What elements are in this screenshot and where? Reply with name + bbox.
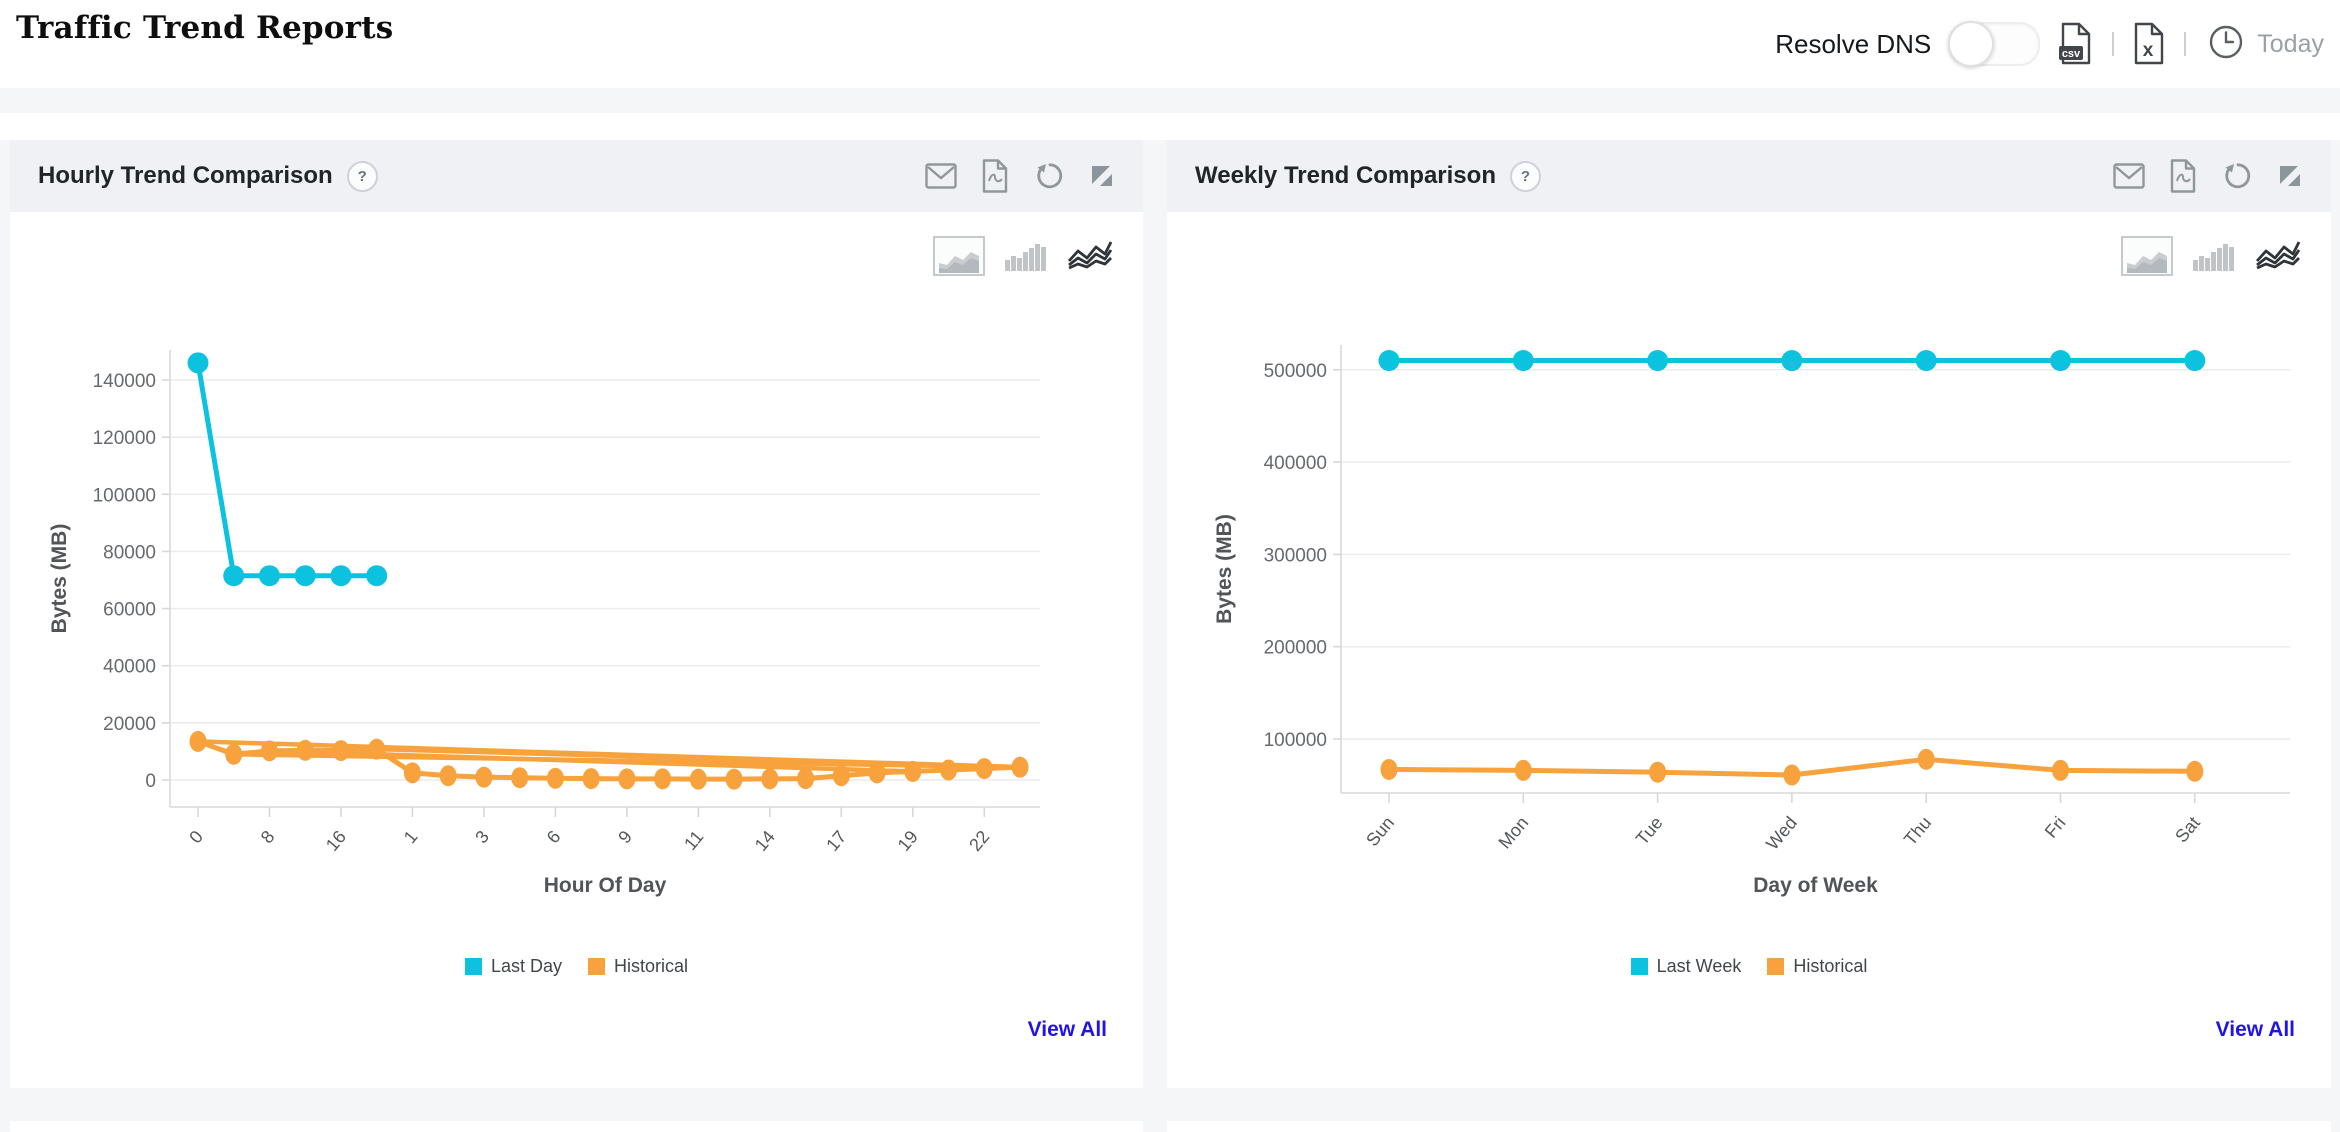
hourly-trend-panel: Hourly Trend Comparison ? (10, 140, 1143, 1088)
svg-text:3: 3 (471, 827, 493, 848)
svg-text:400000: 400000 (1264, 453, 1327, 474)
legend-item[interactable]: Historical (1767, 956, 1867, 977)
chart-legend: Last Day Historical (10, 956, 1143, 977)
panel-actions (2113, 159, 2303, 193)
legend-label: Historical (614, 956, 689, 976)
content-top-strip (0, 113, 2340, 140)
svg-text:40000: 40000 (103, 657, 156, 678)
legend-swatch (1767, 958, 1785, 975)
svg-text:11: 11 (680, 827, 707, 854)
separator (2184, 32, 2187, 56)
svg-text:Day of Week: Day of Week (1753, 874, 1878, 897)
page-header: Traffic Trend Reports Resolve DNS csv (0, 0, 2340, 89)
email-icon[interactable] (925, 163, 957, 189)
refresh-icon[interactable] (1033, 160, 1065, 192)
svg-text:Bytes (MB): Bytes (MB) (1213, 514, 1236, 624)
view-all-link[interactable]: View All (1027, 1018, 1107, 1041)
expand-icon[interactable] (2277, 163, 2303, 189)
line-chart-icon[interactable] (2255, 237, 2301, 276)
svg-text:0: 0 (145, 771, 156, 792)
time-period-selector[interactable]: Today (2203, 19, 2324, 70)
legend-item[interactable]: Historical (588, 956, 688, 977)
view-all-link[interactable]: View All (2215, 1018, 2295, 1041)
email-icon[interactable] (2113, 163, 2145, 189)
legend-label: Last Day (490, 956, 563, 976)
svg-text:Sat: Sat (2171, 813, 2204, 847)
svg-text:Bytes (MB): Bytes (MB) (48, 524, 71, 634)
legend-item[interactable]: Last Day (464, 956, 563, 977)
period-label: Today (2257, 29, 2324, 58)
svg-text:300000: 300000 (1264, 545, 1327, 566)
svg-text:120000: 120000 (93, 428, 156, 449)
pdf-export-icon[interactable] (2169, 159, 2197, 193)
legend-label: Last Week (1656, 956, 1742, 976)
help-icon[interactable]: ? (346, 160, 378, 192)
legend-swatch (1630, 958, 1648, 975)
next-row-panel-sliver (10, 1121, 1143, 1132)
svg-text:Thu: Thu (1900, 813, 1935, 850)
panel-actions (925, 159, 1115, 193)
svg-text:500000: 500000 (1264, 361, 1327, 382)
svg-text:Sun: Sun (1362, 813, 1398, 850)
bar-chart-icon[interactable] (1005, 239, 1047, 276)
svg-text:20000: 20000 (103, 714, 156, 735)
svg-text:Tue: Tue (1632, 813, 1667, 849)
svg-text:200000: 200000 (1264, 638, 1327, 659)
resolve-dns-toggle[interactable] (1948, 21, 2041, 67)
panel-header: Hourly Trend Comparison ? (10, 140, 1143, 212)
svg-text:140000: 140000 (93, 371, 156, 392)
chart-type-toolbar (933, 236, 1113, 276)
svg-text:100000: 100000 (93, 485, 156, 506)
resolve-dns-label: Resolve DNS (1775, 28, 1932, 59)
svg-text:Mon: Mon (1495, 813, 1533, 853)
weekly-trend-chart[interactable]: 100000 200000 300000 400000 500000 Sun Mon Tue W… (1167, 140, 2331, 930)
chart-type-toolbar (2121, 236, 2301, 276)
svg-text:1: 1 (400, 827, 422, 848)
svg-text:6: 6 (543, 827, 565, 848)
bar-chart-icon[interactable] (2193, 239, 2235, 276)
area-chart-icon[interactable] (933, 236, 985, 276)
clock-icon (2203, 19, 2249, 70)
panel-title: Weekly Trend Comparison (1195, 162, 1496, 189)
svg-text:csv: csv (2062, 48, 2081, 60)
svg-text:Hour Of Day: Hour Of Day (544, 874, 667, 897)
line-chart-icon[interactable] (1067, 237, 1113, 276)
hourly-trend-chart[interactable]: 0 20000 40000 60000 80000 100000 120000 140000 0… (10, 140, 1143, 930)
expand-icon[interactable] (1089, 163, 1115, 189)
svg-text:16: 16 (322, 827, 350, 855)
svg-text:x: x (2143, 40, 2154, 61)
svg-text:Fri: Fri (2041, 813, 2070, 842)
panel-title: Hourly Trend Comparison (38, 162, 333, 189)
svg-text:22: 22 (965, 827, 993, 855)
legend-swatch (588, 958, 606, 975)
csv-export-icon[interactable]: csv (2057, 22, 2095, 66)
legend-label: Historical (1793, 956, 1868, 976)
area-chart-icon[interactable] (2121, 236, 2173, 276)
refresh-icon[interactable] (2221, 160, 2253, 192)
header-controls: Resolve DNS csv x (1775, 0, 2324, 88)
separator (2112, 32, 2115, 56)
svg-text:60000: 60000 (103, 600, 156, 621)
toggle-knob (1948, 21, 1995, 67)
next-row-panel-sliver (1167, 1121, 2331, 1132)
help-icon[interactable]: ? (1509, 160, 1541, 192)
page-title: Traffic Trend Reports (16, 10, 394, 46)
svg-text:17: 17 (822, 827, 850, 855)
svg-text:9: 9 (614, 827, 636, 848)
svg-text:14: 14 (751, 827, 779, 855)
excel-export-icon[interactable]: x (2131, 22, 2167, 66)
svg-text:8: 8 (257, 827, 279, 848)
legend-swatch (464, 958, 482, 975)
legend-item[interactable]: Last Week (1630, 956, 1742, 977)
chart-legend: Last Week Historical (1167, 956, 2331, 977)
svg-text:Wed: Wed (1762, 813, 1801, 854)
svg-text:19: 19 (894, 827, 922, 855)
svg-text:0: 0 (185, 827, 207, 848)
svg-text:80000: 80000 (103, 542, 156, 563)
svg-text:100000: 100000 (1264, 730, 1327, 751)
pdf-export-icon[interactable] (981, 159, 1009, 193)
panel-header: Weekly Trend Comparison ? (1167, 140, 2331, 212)
weekly-trend-panel: Weekly Trend Comparison ? (1167, 140, 2331, 1088)
